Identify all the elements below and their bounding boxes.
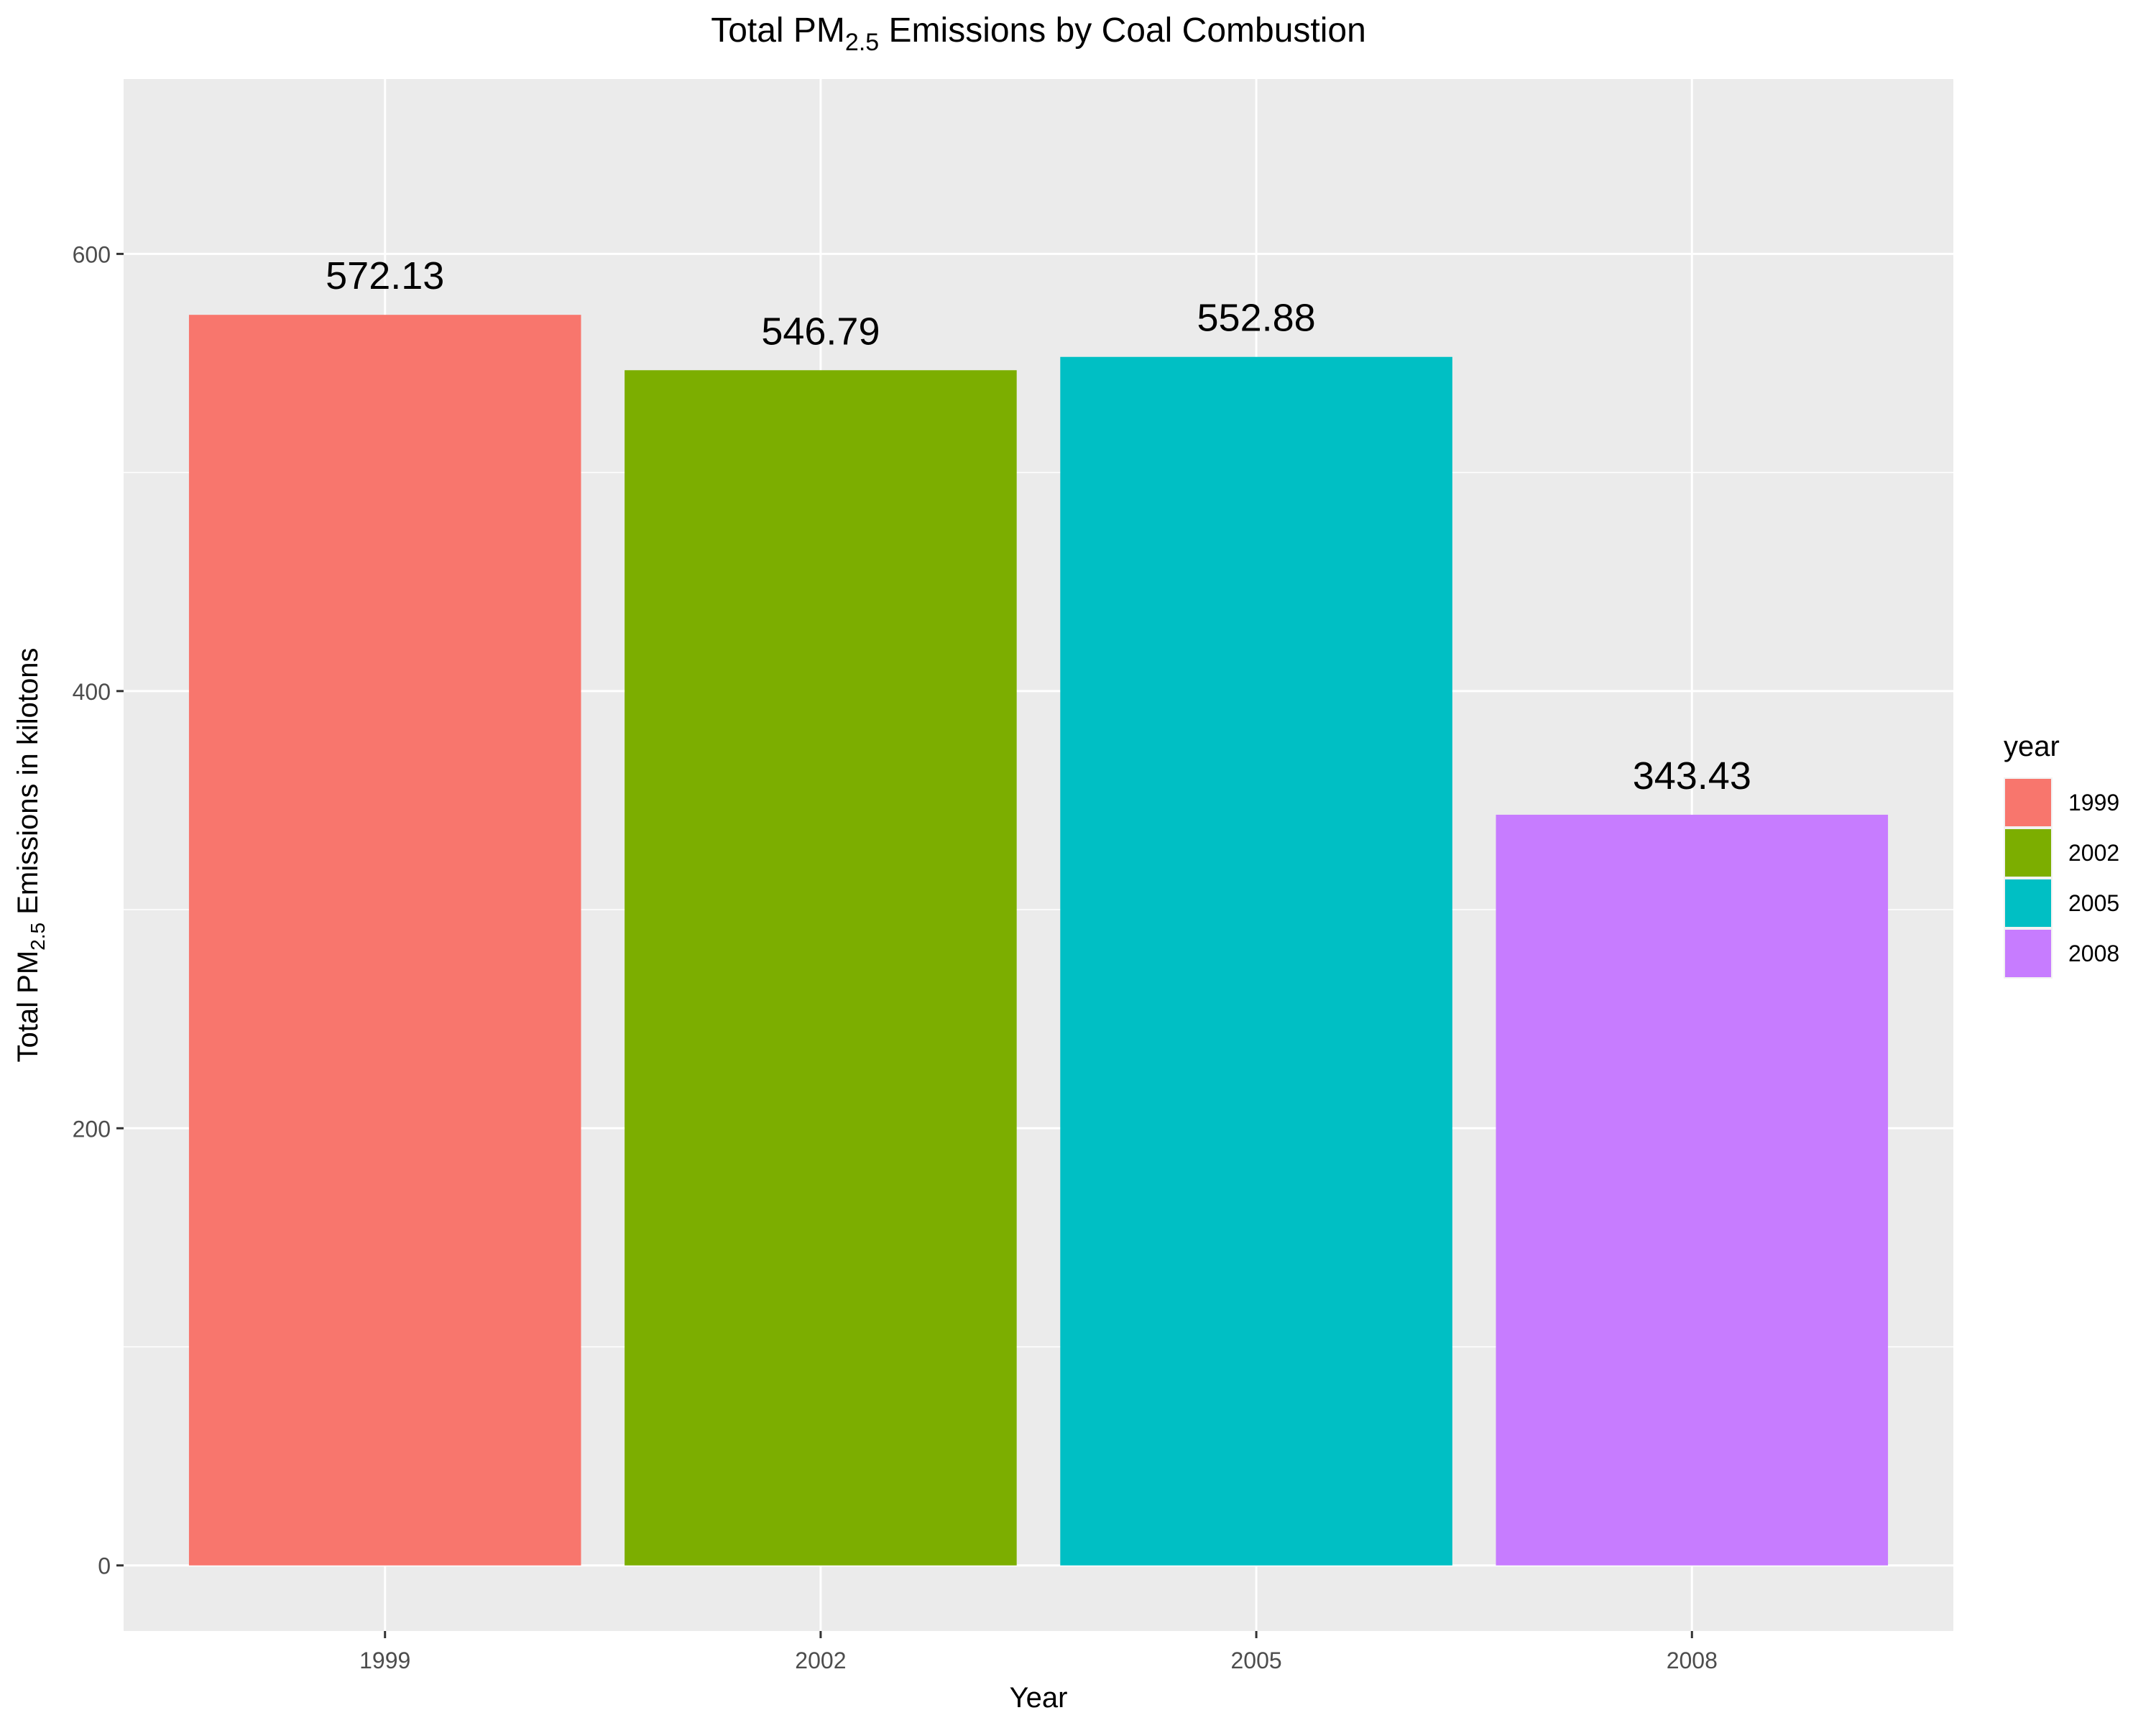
legend-items: 1999 2002 2005 2008 (2004, 777, 2119, 979)
value-label: 546.79 (761, 310, 880, 353)
value-labels-group: 572.13 546.79 552.88 343.43 (326, 254, 1751, 798)
bar-2005 (1060, 356, 1452, 1566)
legend: year 1999 2002 2005 2008 (2004, 731, 2119, 979)
legend-key-2008 (2005, 930, 2051, 977)
x-axis: 1999 2002 2005 2008 (359, 1631, 1718, 1673)
legend-title: year (2004, 731, 2060, 762)
y-axis: 0 200 400 600 (73, 241, 124, 1579)
y-tick-label: 200 (73, 1116, 111, 1142)
x-tick-label: 2002 (795, 1648, 846, 1673)
x-axis-title: Year (1010, 1682, 1068, 1714)
bar-2008 (1496, 814, 1889, 1566)
chart-title: Total PM2.5 Emissions by Coal Combustion (711, 11, 1366, 56)
value-label: 572.13 (326, 254, 444, 297)
legend-label: 2002 (2068, 840, 2119, 866)
legend-label: 2008 (2068, 941, 2119, 966)
y-tick-label: 600 (73, 241, 111, 267)
y-tick-label: 0 (98, 1553, 111, 1579)
legend-key-2005 (2005, 879, 2051, 927)
y-axis-title: Total PM2.5 Emissions in kilotons (12, 648, 49, 1063)
x-tick-label: 2005 (1231, 1648, 1282, 1673)
x-tick-label: 1999 (359, 1648, 410, 1673)
x-tick-label: 2008 (1667, 1648, 1718, 1673)
value-label: 552.88 (1197, 297, 1316, 340)
bar-1999 (188, 315, 581, 1566)
y-tick-label: 400 (73, 679, 111, 705)
legend-label: 2005 (2068, 890, 2119, 916)
legend-key-1999 (2005, 779, 2051, 826)
bar-2002 (625, 370, 1017, 1566)
legend-key-2002 (2005, 829, 2051, 877)
legend-label: 1999 (2068, 790, 2119, 816)
bars-group (188, 315, 1889, 1566)
value-label: 343.43 (1633, 754, 1751, 798)
